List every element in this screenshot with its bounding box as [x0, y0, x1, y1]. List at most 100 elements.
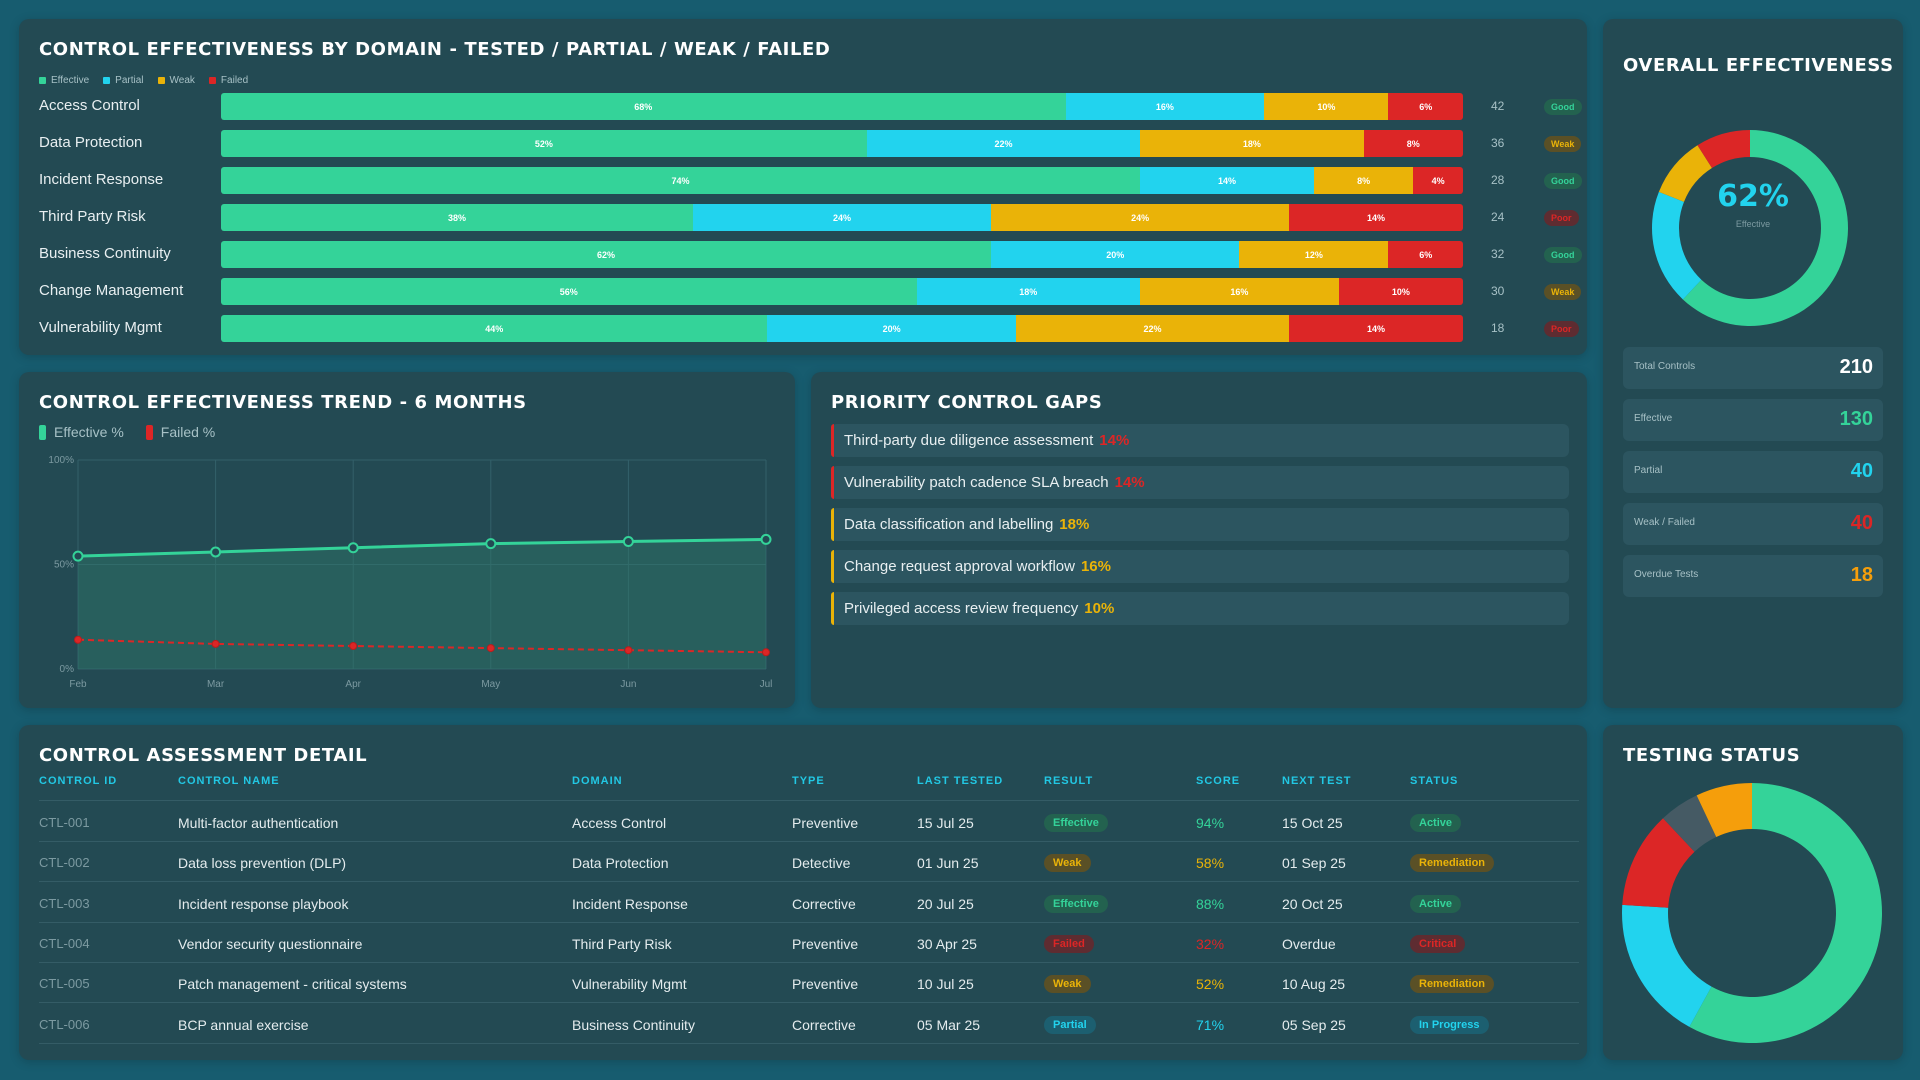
- table-row[interactable]: CTL-001 Multi-factor authentication Access…: [19, 801, 1587, 842]
- effective-point[interactable]: [210, 546, 222, 558]
- cell-next-test: 05 Sep 25: [1282, 1016, 1346, 1033]
- stat-value: 40: [1850, 460, 1873, 482]
- bar-segment-partial: 20%: [991, 241, 1240, 268]
- cell-last-tested: 10 Jul 25: [917, 976, 974, 993]
- cell-last-tested: 05 Mar 25: [917, 1016, 981, 1033]
- cell-type: Preventive: [792, 935, 859, 952]
- gap-text-line: Data classification and labelling 18%: [844, 516, 1089, 533]
- domain-stacked-bar: 68% 16% 10% 6%: [221, 93, 1463, 120]
- gap-item[interactable]: Vulnerability patch cadence SLA breach 14…: [831, 466, 1569, 499]
- testing-panel-title: TESTING STATUS: [1623, 745, 1801, 766]
- legend-effective-pct: Effective %: [39, 424, 124, 440]
- column-header[interactable]: NEXT TEST: [1282, 775, 1352, 787]
- donut-slice-partial: [1652, 191, 1702, 300]
- bar-segment-effective: 44%: [221, 315, 768, 342]
- bar-segment-effective: 56%: [221, 278, 917, 305]
- row-divider: [39, 1042, 1579, 1044]
- column-header[interactable]: TYPE: [792, 775, 825, 787]
- bar-segment-effective: 52%: [221, 130, 867, 157]
- domain-effectiveness-panel: CONTROL EFFECTIVENESS BY DOMAIN - TESTED…: [19, 19, 1587, 355]
- effective-point[interactable]: [72, 550, 84, 562]
- column-header[interactable]: CONTROL ID: [39, 775, 118, 787]
- domain-rating-badge: Good: [1544, 247, 1582, 263]
- cell-control-id: CTL-005: [39, 976, 90, 992]
- domain-row[interactable]: Change Management 56% 18% 16% 10% 30 Weak: [39, 278, 1582, 305]
- bar-segment-effective: 62%: [221, 241, 992, 268]
- effective-point[interactable]: [347, 542, 359, 554]
- table-row[interactable]: CTL-002 Data loss prevention (DLP) Data Pr…: [19, 841, 1587, 883]
- failed-point[interactable]: [74, 635, 82, 644]
- column-header[interactable]: DOMAIN: [572, 775, 623, 787]
- stat-label: Overdue Tests: [1634, 569, 1699, 580]
- column-header[interactable]: RESULT: [1044, 775, 1094, 787]
- column-header[interactable]: SCORE: [1196, 775, 1241, 787]
- stat-card: Partial 40: [1623, 451, 1883, 493]
- stat-value: 210: [1839, 356, 1873, 378]
- effective-point[interactable]: [485, 538, 497, 550]
- failed-point[interactable]: [624, 646, 633, 655]
- domain-row[interactable]: Vulnerability Mgmt 44% 20% 22% 14% 18 Poor: [39, 315, 1579, 342]
- bar-segment-weak: 12%: [1239, 241, 1389, 268]
- donut-slice-effective: [1682, 130, 1848, 326]
- trend-panel-title: CONTROL EFFECTIVENESS TREND - 6 MONTHS: [39, 392, 527, 413]
- gap-item[interactable]: Change request approval workflow 16%: [831, 550, 1569, 583]
- stat-label: Effective: [1634, 413, 1673, 424]
- table-row[interactable]: CTL-005 Patch management - critical syste…: [19, 962, 1587, 1004]
- legend-weak: Weak: [157, 75, 195, 86]
- table-row[interactable]: CTL-004 Vendor security questionnaire Thir…: [19, 922, 1587, 963]
- domain-row[interactable]: Third Party Risk 38% 24% 24% 14% 24 Poor: [39, 204, 1579, 231]
- gap-value: 14%: [1099, 432, 1130, 449]
- domain-rating-badge: Good: [1544, 99, 1582, 115]
- row-divider: [39, 881, 1579, 883]
- cell-control-name: Vendor security questionnaire: [178, 935, 363, 952]
- status-badge: Active: [1410, 894, 1462, 913]
- domain-row[interactable]: Data Protection 52% 22% 18% 8% 36 Weak: [39, 130, 1582, 157]
- failed-point[interactable]: [762, 648, 770, 657]
- domain-name: Business Continuity: [39, 245, 171, 262]
- x-tick-label: May: [481, 679, 500, 690]
- gap-text-line: Vulnerability patch cadence SLA breach 14…: [844, 474, 1145, 491]
- gap-text: Privileged access review frequency: [844, 600, 1079, 617]
- column-header[interactable]: CONTROL NAME: [178, 775, 280, 787]
- failed-point[interactable]: [349, 642, 358, 651]
- bar-segment-failed: 10%: [1338, 278, 1463, 305]
- gap-item[interactable]: Data classification and labelling 18%: [831, 508, 1569, 541]
- effective-point[interactable]: [622, 536, 634, 548]
- assessment-detail-panel: CONTROL ASSESSMENT DETAIL CONTROL ID CONT…: [19, 725, 1587, 1060]
- failed-point[interactable]: [211, 639, 220, 648]
- cell-score: 52%: [1196, 976, 1225, 993]
- bar-segment-effective: 68%: [221, 93, 1066, 120]
- domain-control-count: 30: [1491, 284, 1505, 298]
- effective-point[interactable]: [760, 533, 772, 545]
- gap-item[interactable]: Privileged access review frequency 10%: [831, 592, 1569, 625]
- failed-point[interactable]: [486, 644, 495, 653]
- bar-segment-partial: 16%: [1065, 93, 1265, 120]
- cell-domain: Third Party Risk: [572, 935, 672, 952]
- column-header[interactable]: STATUS: [1410, 775, 1459, 787]
- column-header[interactable]: LAST TESTED: [917, 775, 1004, 787]
- domain-row[interactable]: Business Continuity 62% 20% 12% 6% 32 Good: [39, 241, 1582, 268]
- testing-donut-chart: [1622, 783, 1882, 1043]
- legend-partial: Partial: [103, 75, 144, 86]
- domain-rating-badge: Weak: [1544, 284, 1582, 300]
- domain-rating-badge: Good: [1544, 173, 1582, 189]
- table-row[interactable]: CTL-003 Incident response playbook Inciden…: [19, 882, 1587, 923]
- domain-stacked-bar: 52% 22% 18% 8%: [221, 130, 1463, 157]
- domain-panel-title: CONTROL EFFECTIVENESS BY DOMAIN - TESTED…: [39, 39, 831, 60]
- bar-segment-failed: 6%: [1388, 241, 1463, 268]
- x-tick-label: Mar: [207, 679, 225, 690]
- table-row[interactable]: CTL-006 BCP annual exercise Business Conti…: [19, 1003, 1587, 1044]
- result-badge: Weak: [1044, 975, 1091, 994]
- cell-domain: Business Continuity: [572, 1016, 695, 1033]
- gap-item[interactable]: Third-party due diligence assessment 14%: [831, 424, 1569, 457]
- cell-next-test: 01 Sep 25: [1282, 855, 1346, 872]
- status-badge: Remediation: [1410, 975, 1495, 994]
- result-badge: Effective: [1044, 814, 1108, 832]
- domain-row[interactable]: Access Control 68% 16% 10% 6% 42 Good: [39, 93, 1582, 120]
- bar-segment-weak: 22%: [1015, 315, 1290, 342]
- gap-severity-accent: [831, 424, 834, 457]
- x-tick-label: Apr: [345, 679, 361, 690]
- gap-severity-accent: [831, 550, 834, 583]
- table-panel-title: CONTROL ASSESSMENT DETAIL: [39, 745, 368, 766]
- domain-row[interactable]: Incident Response 74% 14% 8% 4% 28 Good: [39, 167, 1582, 194]
